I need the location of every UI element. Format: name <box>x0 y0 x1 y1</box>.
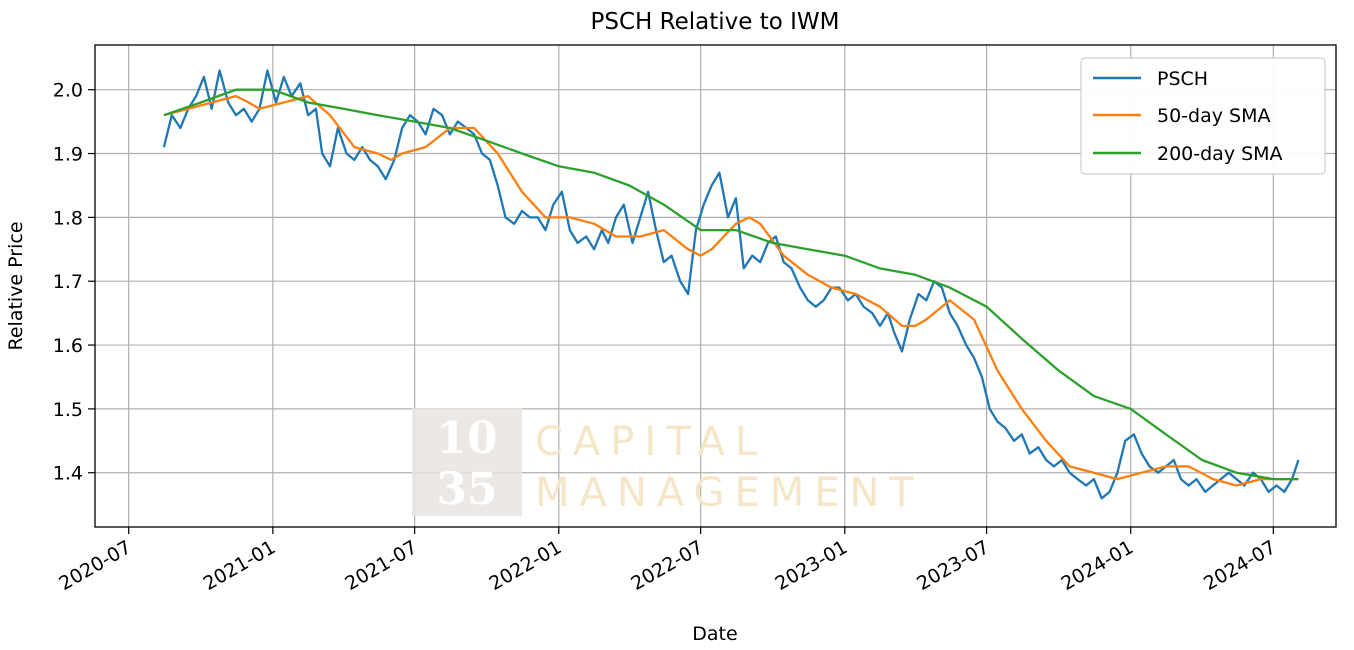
y-tick-label: 1.5 <box>53 399 83 421</box>
legend-label-200-day-sma: 200-day SMA <box>1157 143 1283 165</box>
legend: PSCH 50-day SMA 200-day SMA <box>1080 57 1326 175</box>
watermark-word-top: CAPITAL <box>535 419 767 465</box>
x-axis-title: Date <box>692 623 737 645</box>
watermark-number-bottom: 35 <box>436 464 497 515</box>
watermark-logo: 10 35 CAPITAL MANAGEMENT <box>412 408 924 516</box>
legend-label-psch: PSCH <box>1157 68 1208 90</box>
legend-box <box>1080 57 1326 175</box>
sma-200-line <box>163 88 1299 481</box>
watermark-box <box>412 408 522 516</box>
y-tick-label: 1.8 <box>53 207 83 229</box>
y-axis-title: Relative Price <box>5 221 27 350</box>
y-tick-label: 1.6 <box>53 335 83 357</box>
y-tick-label: 1.4 <box>53 463 83 485</box>
plot-frame <box>94 44 1337 528</box>
y-tick-label: 1.7 <box>53 271 83 293</box>
chart-title: PSCH Relative to IWM <box>591 9 840 35</box>
y-tick-label: 2.0 <box>53 80 83 102</box>
legend-label-50-day-sma: 50-day SMA <box>1157 105 1270 127</box>
y-tick-label: 1.9 <box>53 144 83 166</box>
series-lines <box>162 69 1300 500</box>
sma-50-line <box>163 94 1299 487</box>
watermark-number-top: 10 <box>436 413 497 464</box>
watermark-word-bottom: MANAGEMENT <box>535 470 924 516</box>
psch-line <box>162 69 1300 500</box>
